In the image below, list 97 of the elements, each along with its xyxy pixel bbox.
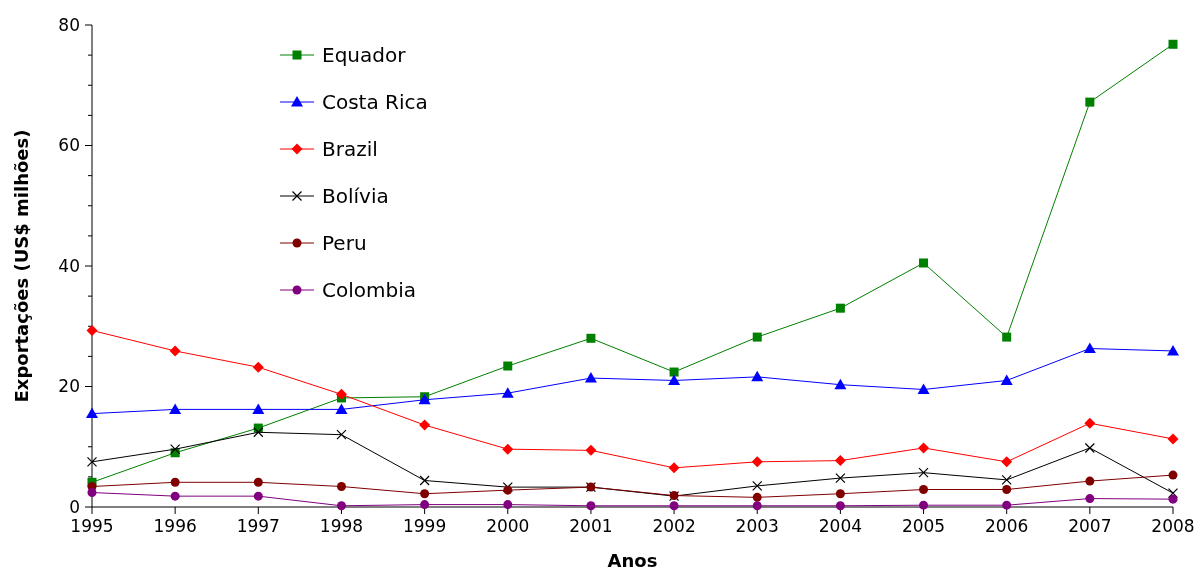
point xyxy=(1002,500,1012,510)
point xyxy=(419,419,431,431)
point xyxy=(252,361,264,373)
point xyxy=(1084,417,1096,429)
point xyxy=(835,472,846,484)
point xyxy=(501,387,514,398)
point xyxy=(586,333,596,343)
point xyxy=(253,477,263,487)
point xyxy=(1168,470,1178,480)
point xyxy=(585,444,597,456)
x-tick-label: 1997 xyxy=(236,516,280,536)
point xyxy=(1167,433,1179,445)
point xyxy=(86,407,98,419)
point xyxy=(918,467,929,478)
point xyxy=(752,492,762,502)
x-tick-label: 2005 xyxy=(901,516,946,536)
point xyxy=(420,500,430,510)
point xyxy=(1085,97,1095,107)
point xyxy=(668,462,680,474)
x-tick-label: 1995 xyxy=(70,516,114,536)
point xyxy=(751,370,764,382)
x-tick-label: 1996 xyxy=(153,516,197,536)
point xyxy=(335,403,348,414)
point xyxy=(669,367,679,377)
point xyxy=(335,388,347,400)
point xyxy=(1084,442,1095,454)
point xyxy=(336,501,346,511)
legend-label: Costa Rica xyxy=(322,90,428,114)
legend-label: Peru xyxy=(322,231,367,255)
point xyxy=(668,374,681,385)
point xyxy=(419,475,430,486)
y-tick-label: 60 xyxy=(58,135,80,156)
point xyxy=(1002,485,1012,495)
y-axis-title: Exportações (US$ milhões) xyxy=(11,129,32,403)
x-tick-label: 2001 xyxy=(569,516,613,536)
legend-label: Colombia xyxy=(322,278,416,302)
point xyxy=(1168,39,1178,49)
point xyxy=(917,383,930,395)
point xyxy=(1168,494,1178,504)
point xyxy=(503,500,513,510)
point xyxy=(1000,374,1013,385)
point xyxy=(170,491,180,501)
point xyxy=(253,427,264,438)
x-tick-label: 2003 xyxy=(735,516,779,536)
point xyxy=(919,258,929,268)
point xyxy=(502,443,514,455)
x-tick-label: 2004 xyxy=(818,516,863,536)
point xyxy=(752,501,762,511)
x-tick-label: 1998 xyxy=(319,516,364,536)
point xyxy=(669,501,679,511)
point xyxy=(170,477,180,487)
point xyxy=(170,444,181,455)
point xyxy=(1001,456,1013,468)
point xyxy=(336,482,346,492)
point xyxy=(834,455,846,467)
point xyxy=(1085,494,1095,504)
x-tick-label: 2000 xyxy=(486,516,530,536)
legend-label: Brazil xyxy=(322,137,378,161)
x-tick-label: 2007 xyxy=(1068,516,1112,536)
point xyxy=(919,500,929,510)
point xyxy=(919,485,929,495)
point xyxy=(87,488,97,498)
point xyxy=(752,332,762,342)
point xyxy=(253,491,263,501)
point xyxy=(1001,474,1012,485)
point xyxy=(918,442,930,454)
x-tick-label: 2008 xyxy=(1151,516,1195,536)
point xyxy=(751,456,763,468)
point xyxy=(86,324,98,336)
point xyxy=(336,429,347,440)
y-tick-label: 20 xyxy=(58,376,80,397)
point xyxy=(1002,332,1012,342)
point xyxy=(835,303,845,313)
point xyxy=(86,456,98,467)
y-tick-label: 80 xyxy=(58,14,80,35)
point xyxy=(1083,342,1096,354)
point xyxy=(1085,476,1095,486)
point xyxy=(169,345,181,357)
x-axis-title: Anos xyxy=(607,550,658,571)
x-tick-label: 2002 xyxy=(652,516,696,536)
x-tick-label: 1999 xyxy=(402,516,447,536)
point xyxy=(834,378,847,390)
point xyxy=(835,501,845,511)
legend-label: Equador xyxy=(322,43,407,67)
point xyxy=(586,501,596,511)
x-tick-label: 2006 xyxy=(985,516,1029,536)
point xyxy=(584,372,597,383)
point xyxy=(752,480,763,492)
point xyxy=(169,403,182,414)
point xyxy=(503,361,513,371)
point xyxy=(835,489,845,499)
point xyxy=(420,489,430,499)
y-tick-label: 0 xyxy=(69,496,80,517)
y-tick-label: 40 xyxy=(58,255,80,276)
point xyxy=(252,403,265,414)
point xyxy=(1167,488,1179,499)
legend-label: Bolívia xyxy=(322,184,389,208)
